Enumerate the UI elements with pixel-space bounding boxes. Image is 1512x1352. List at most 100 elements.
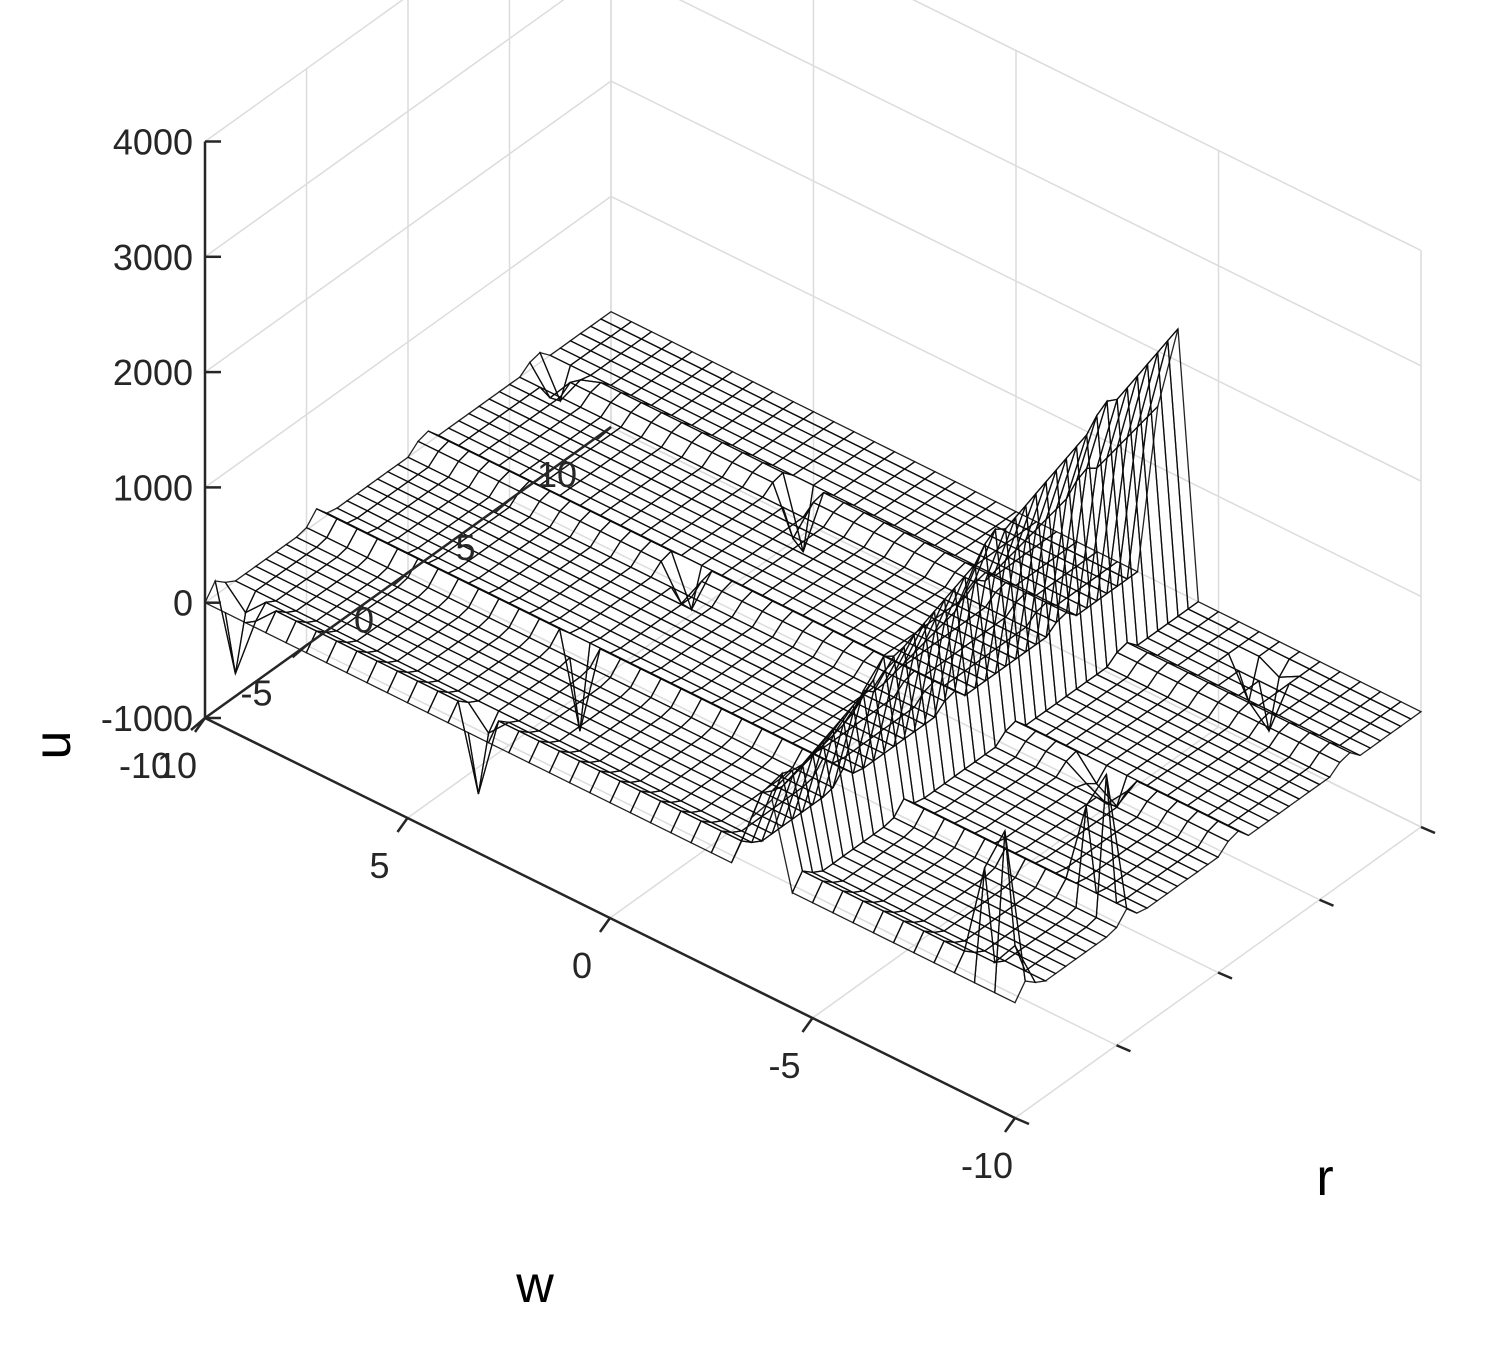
surface-cell (688, 810, 724, 824)
surface-cell (1278, 658, 1311, 678)
y-tick-right (1014, 1116, 1030, 1126)
surface-cell (425, 680, 461, 694)
surface-cell (1146, 350, 1179, 625)
surface-cell (690, 697, 723, 729)
surface-cell (751, 610, 784, 639)
surface-cell (771, 737, 804, 769)
surface-cell (324, 630, 360, 644)
z-tick-label: 2000 (113, 352, 193, 393)
y-tick (291, 644, 308, 659)
y-tick-right (1420, 825, 1436, 835)
surface-cell (871, 900, 906, 914)
z-tick-label: -1000 (101, 698, 193, 739)
surface-cell (1055, 760, 1088, 788)
y-tick-right (1319, 898, 1334, 907)
surface-cell (1196, 830, 1230, 859)
surface-cell (913, 807, 946, 839)
surface-cell (548, 510, 582, 539)
surface-cell (1116, 386, 1149, 647)
z-axis-title: u (24, 731, 82, 760)
surface-cell (648, 790, 684, 804)
surface-cell (1014, 857, 1047, 889)
surface-cell (810, 870, 846, 884)
surface-cell (579, 642, 611, 732)
axes (190, 140, 1436, 1133)
surface-mesh (204, 310, 1423, 1004)
y-tick-label: -10 (119, 745, 171, 786)
surface-cell (467, 587, 500, 619)
surface-cell (457, 700, 490, 795)
surface-cell (1136, 362, 1169, 633)
surface-cell (740, 790, 774, 844)
surface-cell (1176, 820, 1209, 849)
surface-cell (427, 567, 460, 599)
x-tick (801, 1017, 814, 1033)
x-tick-label: 0 (572, 945, 592, 986)
surface-cell (710, 590, 744, 619)
y-tick-label: -5 (240, 672, 272, 713)
surface-cell (526, 730, 562, 744)
surface-cell (587, 760, 623, 774)
x-tick (598, 917, 612, 933)
surface-cell (771, 620, 804, 649)
surface-cell (931, 930, 967, 944)
surface-cell (263, 600, 299, 614)
surface-cell (892, 797, 925, 829)
y-tick-label: 0 (354, 600, 374, 641)
surface-cell (973, 837, 1006, 869)
surface-cell (710, 707, 743, 739)
surface-cell (994, 830, 1026, 1004)
grid-line (306, 644, 1117, 1046)
surface-cell (972, 950, 1008, 964)
surface-cell (385, 660, 420, 674)
surface-cell (1167, 327, 1199, 611)
surface-cell (204, 578, 237, 674)
grid-line (509, 499, 1320, 901)
surface-cell (670, 687, 703, 719)
surface-cell (305, 507, 338, 539)
x-tick-label: -10 (961, 1145, 1013, 1186)
surface-cell (487, 597, 520, 629)
surface-cell (913, 690, 946, 719)
surface-cell (283, 610, 319, 624)
surface-cell (1015, 481, 1047, 551)
z-tick-label: 0 (173, 583, 193, 624)
x-tick-label: -5 (768, 1045, 800, 1086)
surface-cell (569, 520, 602, 549)
surface-cell (344, 640, 380, 654)
surface-cell (629, 550, 663, 579)
surface-cell (1074, 749, 1108, 785)
surface-cell (607, 770, 643, 784)
surface-cell (1106, 398, 1139, 647)
surface-cell (467, 700, 500, 735)
x-axis-title: w (515, 1256, 554, 1314)
surface-cell (599, 401, 632, 429)
surface-cell (751, 727, 784, 759)
surface-cell (952, 940, 987, 954)
y-tick-label: 5 (455, 527, 475, 568)
surface-cell (579, 391, 612, 419)
surface-cell (850, 890, 886, 904)
surface-cell (1126, 374, 1159, 640)
y-tick (190, 717, 206, 731)
surface-cell (629, 667, 662, 699)
surface-cell (508, 607, 541, 639)
surface-cell (609, 540, 642, 569)
surface-cell (528, 500, 561, 529)
surface-cell (649, 677, 682, 709)
surface-cell (405, 670, 441, 684)
surface-cell (567, 750, 603, 764)
surface-cell (1034, 867, 1067, 899)
surface-cell (1014, 740, 1047, 769)
surface-cell (781, 769, 814, 874)
y-tick-right (1217, 971, 1233, 980)
surface-cell (729, 830, 765, 844)
surface-cell (364, 650, 400, 664)
y-tick-right (1116, 1044, 1131, 1053)
surface-cell (1258, 648, 1291, 679)
surface-cell (812, 640, 845, 669)
surface-cell (447, 460, 480, 489)
surface-cell (609, 657, 642, 689)
